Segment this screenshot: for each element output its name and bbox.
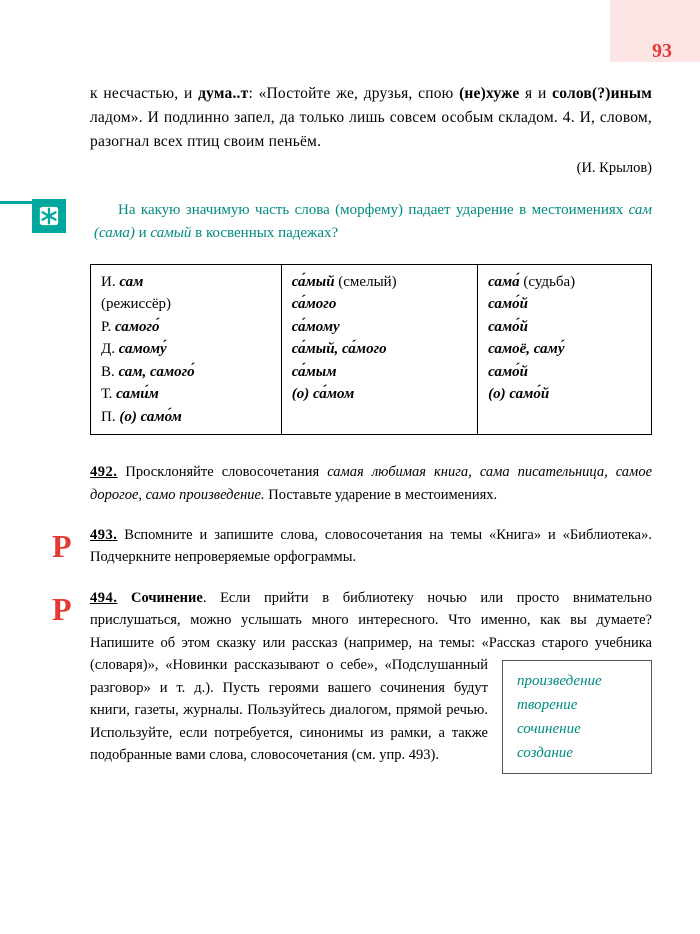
- exercise-number: 493.: [90, 527, 117, 543]
- exercise-494: Р 494. Сочинение. Если прийти в библиоте…: [90, 587, 652, 767]
- exercise-number: 492.: [90, 464, 117, 480]
- page-number: 93: [652, 40, 672, 63]
- exercise-title: Сочинение: [117, 590, 202, 606]
- declension-table: И. сам(режиссёр)Р. самого́Д. самому́В. с…: [90, 264, 652, 436]
- cell-col2: са́мый (смелый)са́могоса́момуса́мый, са́…: [281, 264, 477, 435]
- exercise-text: Просклоняйте словосочетания самая любима…: [90, 464, 652, 502]
- synonym-box: произведениетворениесочинениесоздание: [502, 660, 652, 774]
- author-attribution: (И. Крылов): [90, 160, 652, 177]
- r-mark-icon: Р: [52, 522, 72, 572]
- exercise-text: Вспомните и запишите слова, словосочетан…: [90, 527, 652, 565]
- exercise-492: 492. Просклоняйте словосочетания самая л…: [90, 461, 652, 506]
- question-text: На какую значимую часть слова (морфему) …: [90, 199, 652, 246]
- continuation-paragraph: к несчастью, и дума..т: «Постойте же, др…: [90, 82, 652, 154]
- asterisk-icon: [32, 199, 66, 233]
- exercise-body: 494. Сочинение. Если прийти в библиотеку…: [90, 587, 652, 767]
- exercise-number: 494.: [90, 590, 117, 606]
- cell-col1: И. сам(режиссёр)Р. самого́Д. самому́В. с…: [91, 264, 282, 435]
- morpheme-question-block: На какую значимую часть слова (морфему) …: [90, 199, 652, 246]
- r-mark-icon: Р: [52, 585, 72, 635]
- page-content: к несчастью, и дума..т: «Постойте же, др…: [0, 0, 700, 767]
- cell-col3: сама́ (судьба)само́йсамо́йсамоё, саму́са…: [478, 264, 652, 435]
- exercise-493: Р 493. Вспомните и запишите слова, слово…: [90, 524, 652, 569]
- table-row: И. сам(режиссёр)Р. самого́Д. самому́В. с…: [91, 264, 652, 435]
